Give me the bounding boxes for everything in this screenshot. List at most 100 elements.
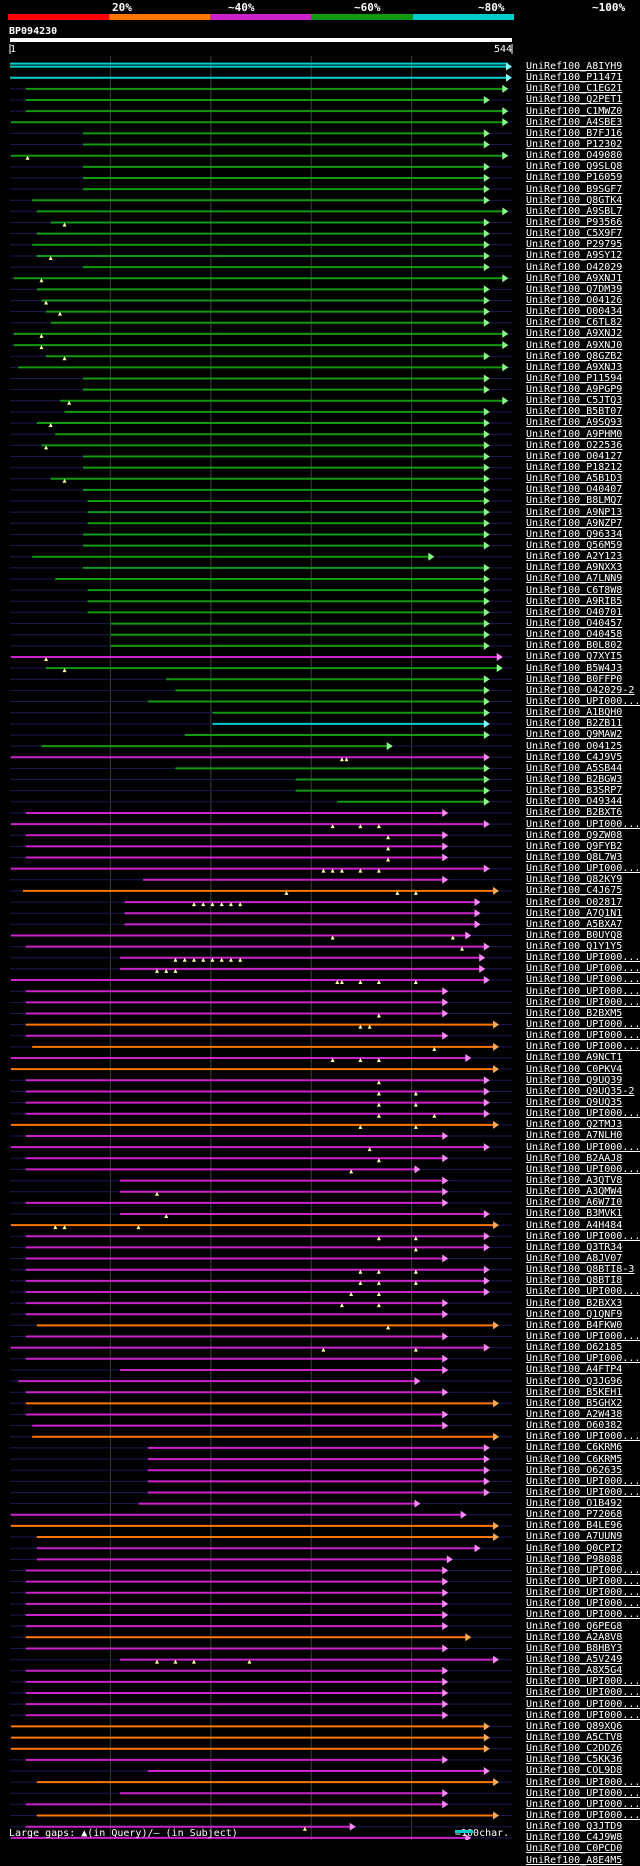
hit-label[interactable]: UniRef100_COL9D8 [526,1765,623,1777]
hit-label[interactable]: UniRef100_UPI000... [526,1108,640,1120]
hit-label[interactable]: UniRef100_O42029-2 [526,684,635,696]
hit-label[interactable]: UniRef100_O40458 [526,629,623,641]
hit-label[interactable]: UniRef100_B7FJ16 [526,127,623,139]
hit-label[interactable]: UniRef100_UPI000... [526,1475,640,1487]
hit-label[interactable]: UniRef100_B4FKW0 [526,1319,623,1331]
hit-label[interactable]: UniRef100_UPI000... [526,963,640,975]
hit-label[interactable]: UniRef100_C4J9V5 [526,751,623,763]
hit-label[interactable]: UniRef100_O49344 [526,796,623,808]
hit-label[interactable]: UniRef100_B5GHX2 [526,1397,623,1409]
hit-label[interactable]: UniRef100_UPI000... [526,1163,640,1175]
hit-label[interactable]: UniRef100_C6T8W8 [526,584,623,596]
hit-label[interactable]: UniRef100_Q9FYB2 [526,840,623,852]
hit-label[interactable]: UniRef100_B5W4J3 [526,662,623,674]
hit-label[interactable]: UniRef100_A8E4M5 [526,1854,623,1866]
hit-label[interactable]: UniRef100_B0L802 [526,640,623,652]
hit-label[interactable]: UniRef100_A9NCT1 [526,1052,623,1064]
hit-label[interactable]: UniRef100_O49080 [526,150,623,162]
hit-label[interactable]: UniRef100_O62185 [526,1342,623,1354]
hit-label[interactable]: UniRef100_Q9UQ35 [526,1097,623,1109]
hit-label[interactable]: UniRef100_A2W438 [526,1408,623,1420]
hit-label[interactable]: UniRef100_A5SB44 [526,762,623,774]
hit-label[interactable]: UniRef100_B4LE96 [526,1520,623,1532]
hit-label[interactable]: UniRef100_P11594 [526,372,623,384]
hit-label[interactable]: UniRef100_C5KK36 [526,1754,623,1766]
hit-label[interactable]: UniRef100_Q8GZB2 [526,350,623,362]
hit-label[interactable]: UniRef100_C6KRM5 [526,1453,623,1465]
hit-label[interactable]: UniRef100_P16059 [526,172,623,184]
hit-label[interactable]: UniRef100_Q2TMJ3 [526,1119,623,1131]
hit-label[interactable]: UniRef100_A5B1D3 [526,473,623,485]
hit-label[interactable]: UniRef100_A9XNJ3 [526,361,623,373]
hit-label[interactable]: UniRef100_UPI000... [526,1286,640,1298]
hit-label[interactable]: UniRef100_B3SRP7 [526,785,623,797]
hit-label[interactable]: UniRef100_P29795 [526,239,623,251]
hit-label[interactable]: UniRef100_Q8GTK4 [526,194,623,206]
hit-label[interactable]: UniRef100_A9RIB5 [526,595,623,607]
hit-label[interactable]: UniRef100_Q3TR34 [526,1241,623,1253]
hit-label[interactable]: UniRef100_C0PKV4 [526,1063,623,1075]
hit-label[interactable]: UniRef100_C1EG21 [526,83,623,95]
hit-label[interactable]: UniRef100_A9SBL7 [526,205,623,217]
hit-label[interactable]: UniRef100_UPI000... [526,695,640,707]
hit-label[interactable]: UniRef100_A9NP13 [526,506,623,518]
hit-label[interactable]: UniRef100_O00434 [526,306,623,318]
hit-label[interactable]: UniRef100_A2A8V8 [526,1631,623,1643]
hit-label[interactable]: UniRef100_Q56M59 [526,540,623,552]
hit-label[interactable]: UniRef100_A7UUN9 [526,1531,623,1543]
hit-label[interactable]: UniRef100_B2AAJ8 [526,1152,623,1164]
hit-label[interactable]: UniRef100_Q8BTI8-3 [526,1264,635,1276]
hit-label[interactable]: UniRef100_C0PCD0 [526,1843,623,1855]
hit-label[interactable]: UniRef100_Q0CPI2 [526,1542,623,1554]
hit-label[interactable]: UniRef100_A7LNN9 [526,573,623,585]
hit-label[interactable]: UniRef100_B5BT07 [526,406,623,418]
hit-label[interactable]: UniRef100_O02817 [526,896,623,908]
hit-label[interactable]: UniRef100_O62635 [526,1464,623,1476]
hit-label[interactable]: UniRef100_Q9SLQ8 [526,161,623,173]
hit-label[interactable]: UniRef100_A5V249 [526,1654,623,1666]
hit-label[interactable]: UniRef100_UPI000... [526,1776,640,1788]
hit-label[interactable]: UniRef100_UPI000... [526,1787,640,1799]
hit-label[interactable]: UniRef100_UPI000... [526,863,640,875]
hit-label[interactable]: UniRef100_O22536 [526,439,623,451]
hit-label[interactable]: UniRef100_Q1QNF9 [526,1308,623,1320]
hit-label[interactable]: UniRef100_A9NXX3 [526,562,623,574]
hit-label[interactable]: UniRef100_C6TL82 [526,317,623,329]
hit-label[interactable]: UniRef100_A6W7I0 [526,1197,623,1209]
hit-label[interactable]: UniRef100_A7Q1N1 [526,907,623,919]
hit-label[interactable]: UniRef100_O04126 [526,294,623,306]
hit-label[interactable]: UniRef100_A9NZP7 [526,517,623,529]
hit-label[interactable]: UniRef100_UPI000... [526,1587,640,1599]
hit-label[interactable]: UniRef100_B8HBY3 [526,1642,623,1654]
hit-label[interactable]: UniRef100_B2BXX3 [526,1297,623,1309]
hit-label[interactable]: UniRef100_A3QTV8 [526,1175,623,1186]
hit-label[interactable]: UniRef100_O04127 [526,450,623,462]
hit-label[interactable]: UniRef100_UPI000... [526,818,640,830]
hit-label[interactable]: UniRef100_Q89XQ6 [526,1720,623,1732]
hit-label[interactable]: UniRef100_P11471 [526,72,623,84]
hit-label[interactable]: UniRef100_UPI000... [526,1486,640,1498]
hit-label[interactable]: UniRef100_Q1Y1Y5 [526,941,623,953]
hit-label[interactable]: UniRef100_B0FFP0 [526,673,623,685]
hit-label[interactable]: UniRef100_Q2PET1 [526,94,623,106]
hit-label[interactable]: UniRef100_UPI000... [526,1598,640,1610]
hit-label[interactable]: UniRef100_UPI000... [526,1030,640,1042]
hit-label[interactable]: UniRef100_O40457 [526,618,623,629]
hit-label[interactable]: UniRef100_UPI000... [526,1809,640,1821]
hit-label[interactable]: UniRef100_UPI000... [526,952,640,964]
hit-label[interactable]: UniRef100_Q3JG96 [526,1375,623,1387]
hit-label[interactable]: UniRef100_O40701 [526,606,623,618]
hit-label[interactable]: UniRef100_C6KRM6 [526,1442,623,1454]
hit-label[interactable]: UniRef100_UPI000... [526,1019,640,1031]
hit-label[interactable]: UniRef100_O60382 [526,1420,623,1432]
hit-label[interactable]: UniRef100_Q3JTD9 [526,1821,623,1833]
hit-label[interactable]: UniRef100_UPI000... [526,1330,640,1342]
hit-label[interactable]: UniRef100_C5JTQ3 [526,395,623,407]
hit-label[interactable]: UniRef100_B2ZB11 [526,718,623,730]
hit-label[interactable]: UniRef100_O04125 [526,740,623,752]
hit-label[interactable]: UniRef100_A4FTP4 [526,1364,623,1376]
hit-label[interactable]: UniRef100_A1BQH0 [526,707,623,719]
hit-label[interactable]: UniRef100_B8LMQ7 [526,495,623,507]
hit-label[interactable]: UniRef100_UPI000... [526,1676,640,1688]
hit-label[interactable]: UniRef100_UPI000... [526,985,640,997]
